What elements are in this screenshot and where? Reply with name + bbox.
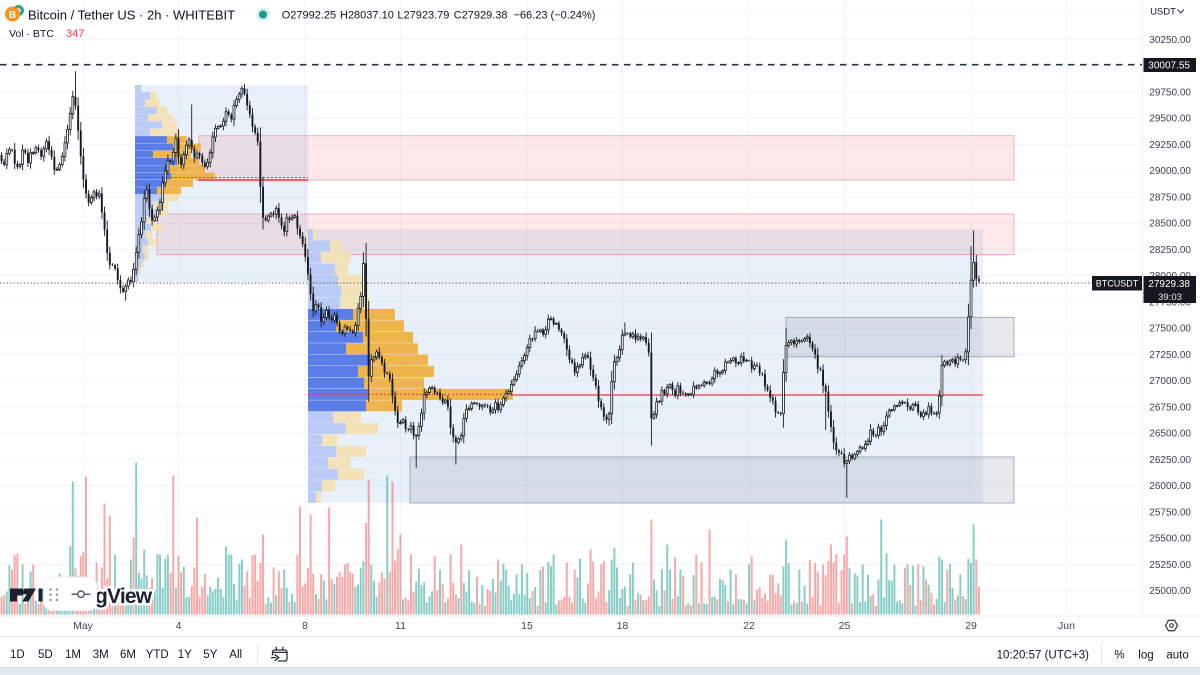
svg-text:25500.00: 25500.00	[1149, 534, 1191, 545]
svg-text:28750.00: 28750.00	[1149, 192, 1191, 203]
svg-text:10:20:57 (UTC+3): 10:20:57 (UTC+3)	[997, 650, 1090, 662]
svg-text:C27929.38: C27929.38	[454, 9, 508, 21]
svg-text:15: 15	[521, 620, 533, 632]
svg-text:Bitcoin / Tether US · 2h · WHI: Bitcoin / Tether US · 2h · WHITEBIT	[28, 8, 235, 23]
svg-text:347: 347	[66, 28, 84, 40]
svg-text:30007.55: 30007.55	[1148, 61, 1190, 72]
svg-text:6M: 6M	[120, 649, 136, 661]
svg-text:USDT: USDT	[1150, 7, 1176, 18]
svg-text:27250.00: 27250.00	[1149, 350, 1191, 361]
svg-text:1D: 1D	[10, 649, 25, 661]
svg-text:3M: 3M	[93, 649, 109, 661]
svg-text:25250.00: 25250.00	[1149, 560, 1191, 571]
svg-text:25: 25	[839, 620, 851, 632]
svg-text:26500.00: 26500.00	[1149, 429, 1191, 440]
svg-text:22: 22	[743, 620, 755, 632]
svg-text:28250.00: 28250.00	[1149, 245, 1191, 256]
svg-text:27000.00: 27000.00	[1149, 376, 1191, 387]
svg-text:8: 8	[302, 620, 308, 632]
svg-text:4: 4	[176, 620, 182, 632]
svg-text:29250.00: 29250.00	[1149, 140, 1191, 151]
svg-text:log: log	[1138, 650, 1153, 662]
svg-text:Jun: Jun	[1058, 620, 1075, 632]
svg-text:L27923.79: L27923.79	[397, 9, 449, 21]
svg-text:auto: auto	[1166, 650, 1188, 662]
svg-text:gView: gView	[95, 585, 153, 608]
svg-text:1M: 1M	[65, 649, 81, 661]
svg-text:29500.00: 29500.00	[1149, 114, 1191, 125]
svg-text:%: %	[1114, 650, 1124, 662]
svg-text:29750.00: 29750.00	[1149, 87, 1191, 98]
svg-text:May: May	[73, 620, 94, 632]
svg-text:29000.00: 29000.00	[1149, 166, 1191, 177]
svg-text:26750.00: 26750.00	[1149, 402, 1191, 413]
svg-text:B: B	[9, 10, 16, 21]
svg-text:H28037.10: H28037.10	[340, 9, 394, 21]
svg-text:39:03: 39:03	[1158, 292, 1182, 303]
svg-text:28500.00: 28500.00	[1149, 219, 1191, 230]
svg-text:26250.00: 26250.00	[1149, 455, 1191, 466]
svg-text:YTD: YTD	[146, 649, 169, 661]
svg-text:11: 11	[395, 620, 406, 632]
svg-text:27929.38: 27929.38	[1148, 279, 1190, 290]
svg-text:1Y: 1Y	[178, 649, 192, 661]
svg-text:BTCUSDT: BTCUSDT	[1096, 279, 1139, 289]
svg-text:Vol · BTC: Vol · BTC	[9, 28, 54, 40]
svg-text:27500.00: 27500.00	[1149, 324, 1191, 335]
svg-text:All: All	[229, 649, 242, 661]
svg-text:−66.23 (−0.24%): −66.23 (−0.24%)	[514, 9, 596, 21]
svg-text:25000.00: 25000.00	[1149, 586, 1191, 597]
svg-text:26000.00: 26000.00	[1149, 481, 1191, 492]
svg-text:O27992.25: O27992.25	[282, 9, 336, 21]
svg-text:5D: 5D	[38, 649, 53, 661]
svg-text:29: 29	[965, 620, 977, 632]
svg-text:30250.00: 30250.00	[1149, 35, 1191, 46]
svg-text:5Y: 5Y	[203, 649, 217, 661]
svg-text:18: 18	[617, 620, 629, 632]
svg-text:25750.00: 25750.00	[1149, 507, 1191, 518]
